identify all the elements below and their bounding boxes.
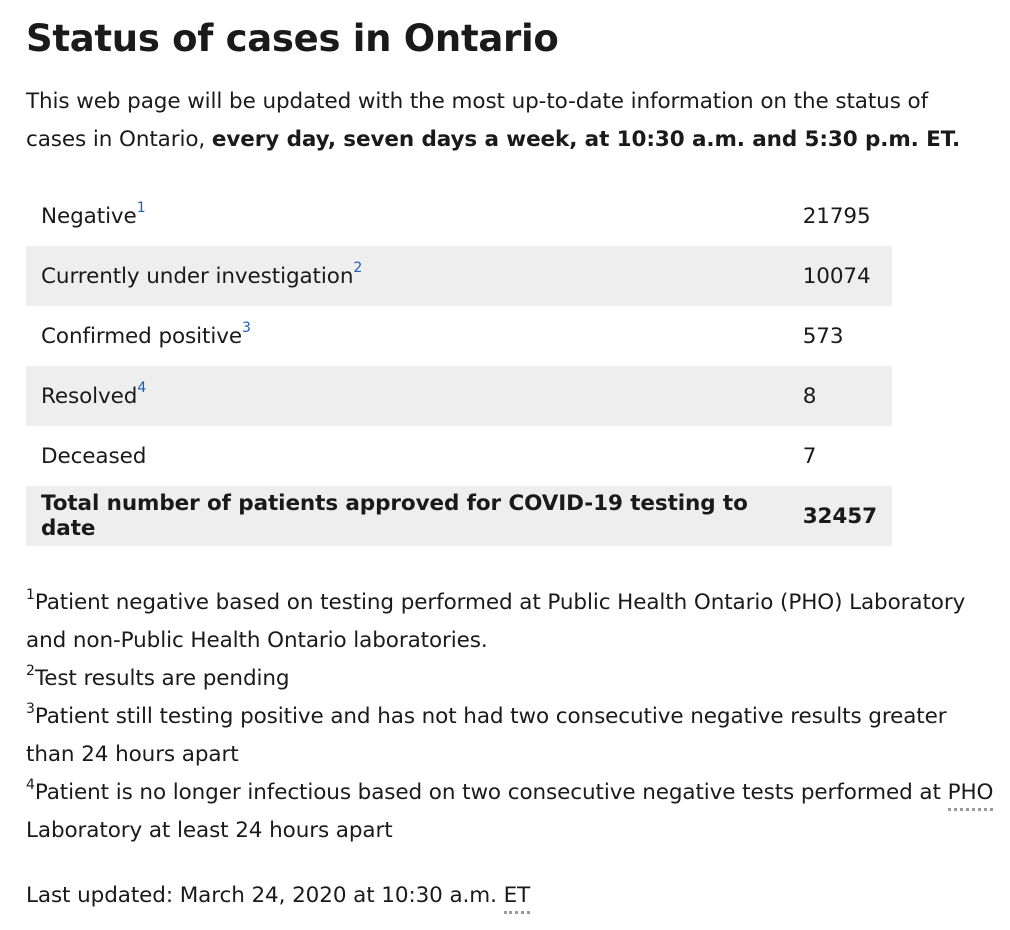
footnote-number: 3 [26, 700, 35, 717]
footnote-text: Patient still testing positive and has n… [26, 704, 947, 767]
table-row-deceased: Deceased 7 [26, 426, 892, 486]
footnote-text: Patient is no longer infectious based on… [34, 780, 948, 805]
case-status-table: Negative1 21795 Currently under investig… [26, 186, 892, 546]
footnote-4: 4Patient is no longer infectious based o… [26, 774, 996, 850]
intro-bold-text: every day, seven days a week, at 10:30 a… [211, 127, 961, 152]
row-value: 7 [802, 443, 817, 469]
table-row-total: Total number of patients approved for CO… [26, 486, 892, 546]
table-row-confirmed-positive: Confirmed positive3 573 [26, 306, 892, 366]
footnote-text: Patient negative based on testing perfor… [26, 590, 966, 653]
footnote-link-3[interactable]: 3 [241, 320, 251, 337]
row-value: 8 [802, 366, 892, 426]
footnotes: 1Patient negative based on testing perfo… [26, 584, 996, 850]
row-label: Deceased [41, 443, 147, 469]
footnote-link-4[interactable]: 4 [137, 380, 147, 397]
row-label: Confirmed positive3 [41, 320, 251, 349]
total-label: Total number of patients approved for CO… [26, 486, 803, 546]
footnote-link-2[interactable]: 2 [353, 260, 363, 277]
intro-paragraph: This web page will be updated with the m… [26, 83, 986, 159]
et-abbreviation[interactable]: ET [503, 883, 530, 914]
footnote-3: 3Patient still testing positive and has … [26, 698, 996, 774]
pho-abbreviation[interactable]: PHO [947, 780, 993, 811]
footnote-link-1[interactable]: 1 [136, 200, 146, 217]
page-title: Status of cases in Ontario [26, 17, 559, 60]
table-row-negative: Negative1 21795 [26, 186, 892, 246]
table-row-resolved: Resolved4 8 [26, 366, 892, 426]
table-row-under-investigation: Currently under investigation2 10074 [26, 246, 892, 306]
footnote-2: 2Test results are pending [26, 660, 996, 698]
row-value: 10074 [802, 246, 892, 306]
row-label: Resolved4 [26, 366, 803, 426]
row-label: Currently under investigation2 [26, 246, 803, 306]
footnote-number: 1 [26, 586, 35, 603]
last-updated-text: Last updated: March 24, 2020 at 10:30 a.… [26, 883, 504, 908]
footnote-number: 4 [26, 776, 35, 793]
last-updated: Last updated: March 24, 2020 at 10:30 a.… [26, 877, 530, 915]
footnote-number: 2 [26, 662, 35, 679]
row-value: 573 [802, 323, 844, 349]
row-label: Negative1 [41, 200, 146, 229]
footnote-text: Test results are pending [34, 666, 290, 691]
footnote-text: Laboratory at least 24 hours apart [26, 818, 393, 843]
total-value: 32457 [802, 486, 892, 546]
row-value: 21795 [802, 203, 871, 229]
intro-text: This web page will be updated with the m… [26, 89, 929, 152]
footnote-1: 1Patient negative based on testing perfo… [26, 584, 996, 660]
